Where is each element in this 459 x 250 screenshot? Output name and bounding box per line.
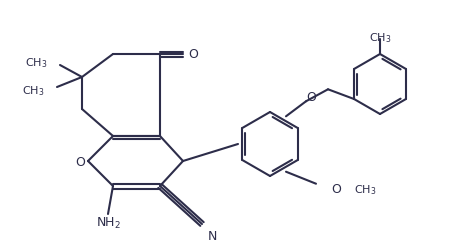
Text: O: O [188, 48, 197, 61]
Text: CH$_3$: CH$_3$ [368, 31, 391, 44]
Text: CH$_3$: CH$_3$ [353, 182, 375, 196]
Text: CH$_3$: CH$_3$ [22, 84, 44, 98]
Text: N: N [207, 230, 216, 242]
Text: O: O [330, 182, 340, 196]
Text: NH$_2$: NH$_2$ [95, 215, 120, 230]
Text: CH$_3$: CH$_3$ [24, 56, 47, 70]
Text: O: O [305, 90, 315, 103]
Text: O: O [75, 155, 85, 168]
